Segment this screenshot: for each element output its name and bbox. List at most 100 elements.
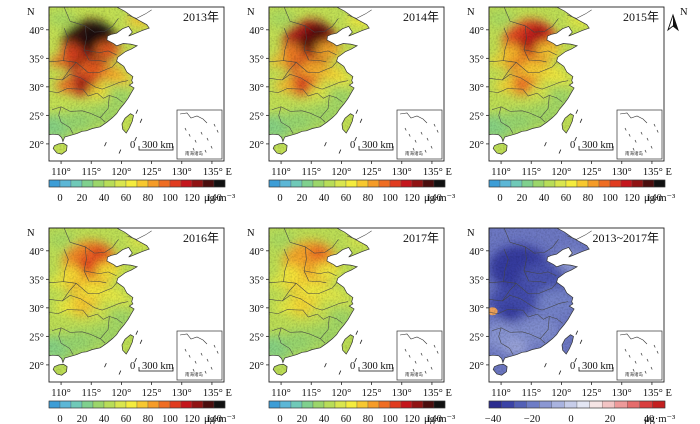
province-boundary — [523, 270, 547, 284]
map-panel: 南海诸岛 0 300 km 2014年 110° 115° 120° 125° 130° 135°… — [247, 6, 452, 178]
province-boundary — [488, 309, 538, 318]
inset-dash — [644, 149, 647, 153]
colorbar-tick-label: 120 — [184, 414, 200, 424]
province-boundary — [488, 88, 538, 97]
colorbar-swatch — [125, 400, 138, 409]
coastline — [268, 6, 370, 143]
inset-dash — [194, 139, 197, 143]
colorbar-tick-label: 120 — [624, 193, 640, 204]
colorbar-swatch — [48, 400, 61, 409]
maritime-boundary-dash — [139, 118, 143, 123]
colorbar-tick-label: 60 — [341, 193, 352, 204]
inset-dash — [408, 133, 411, 137]
hainan-outline — [492, 363, 508, 376]
colorbar-frame — [488, 400, 666, 409]
inset-dash — [644, 370, 647, 374]
x-tick-label: 110° — [491, 388, 511, 399]
scale-bar-zero: 0 — [350, 140, 355, 151]
province-boundary — [503, 6, 559, 33]
colorbar-swatch — [279, 400, 292, 409]
province-boundary — [127, 9, 152, 19]
y-tick-label: 20° — [29, 140, 44, 151]
colorbar-swatch — [147, 400, 160, 409]
map-frame — [268, 227, 445, 383]
colorbar-swatch — [400, 179, 413, 188]
scale-bar-label: 300 km — [582, 140, 614, 151]
colorbar-swatch — [620, 179, 633, 188]
inset-dash — [206, 358, 209, 362]
colorbar-frame — [48, 179, 226, 188]
colorbar-swatch — [169, 179, 182, 188]
colorbar-swatch — [312, 400, 325, 409]
y-tick-label: 20° — [29, 361, 44, 372]
colorbar-tick-label: 20 — [77, 193, 88, 204]
maritime-boundary-dash — [544, 363, 547, 368]
colorbar-tick-label: 40 — [319, 193, 330, 204]
x-tick-label: 125° — [362, 388, 382, 399]
province-boundary — [62, 283, 77, 302]
colorbar-tick-label: 60 — [121, 193, 132, 204]
province-boundary — [48, 294, 129, 311]
province-boundary — [63, 227, 119, 254]
province-boundary — [502, 283, 517, 302]
colorbar-swatch — [609, 179, 622, 188]
province-boundary — [268, 60, 284, 63]
inset-dash — [204, 149, 207, 153]
y-tick-label: 35° — [29, 275, 44, 286]
province-boundary — [498, 106, 514, 134]
colorbar-swatch — [652, 400, 666, 409]
maritime-boundary-dash — [104, 142, 107, 147]
x-tick-label: 130° — [392, 167, 412, 178]
inset-dash — [210, 145, 213, 149]
inset-dash — [624, 348, 627, 352]
x-tick-label: 125° — [582, 388, 602, 399]
x-tick-label: 115° — [521, 388, 541, 399]
colorbar-tick-label: 60 — [341, 414, 352, 424]
panel-title: 2016年 — [183, 231, 219, 245]
x-tick-label: 110° — [51, 388, 71, 399]
province-boundary — [502, 62, 517, 81]
inset-dash — [632, 368, 635, 372]
colorbar-tick-label: 80 — [363, 193, 374, 204]
x-tick-label: 120° — [551, 167, 571, 178]
inset-box — [396, 109, 443, 160]
y-tick-label: 40° — [249, 26, 264, 37]
colorbar-swatch — [587, 179, 600, 188]
inset-label: 南海诸岛 — [625, 371, 643, 378]
y-tick-label: 40° — [249, 247, 264, 258]
inset-dash — [200, 131, 203, 135]
province-boundary — [282, 283, 297, 302]
inset-dash — [404, 348, 407, 352]
colorbar-swatch — [501, 400, 515, 409]
province-boundary — [488, 73, 569, 90]
colorbar-tick-label: 80 — [583, 193, 594, 204]
colorbar-swatch — [114, 179, 127, 188]
colorbar-tick-label: 20 — [605, 414, 616, 424]
colorbar-swatch — [323, 400, 336, 409]
inset-box — [176, 109, 223, 160]
colorbar-tick-label: 140 — [426, 193, 442, 204]
inset-dash — [430, 366, 433, 370]
inset-dash — [420, 131, 423, 135]
colorbar-swatch — [334, 400, 347, 409]
province-boundary — [320, 316, 330, 339]
inset-box — [616, 109, 663, 160]
province-boundary — [268, 294, 349, 311]
map-panel: 南海诸岛 0 300 km 2015年 110° 115° 120° 125° 130° 135°… — [467, 6, 672, 178]
colorbar-swatch — [513, 400, 527, 409]
inset-label: 南海诸岛 — [185, 371, 203, 378]
colorbar-swatch — [356, 400, 369, 409]
colorbar-swatch — [554, 179, 567, 188]
axis-n-label: N — [467, 7, 475, 18]
coastline — [48, 227, 150, 364]
y-tick-label: 40° — [469, 26, 484, 37]
hainan-outline — [52, 363, 68, 376]
scale-bar-zero: 0 — [570, 361, 575, 372]
province-boundary — [523, 25, 557, 56]
colorbar-swatch — [488, 179, 501, 188]
inset-label: 南海诸岛 — [185, 150, 203, 157]
y-tick-label: 20° — [249, 140, 264, 151]
y-tick-label: 25° — [29, 332, 44, 343]
